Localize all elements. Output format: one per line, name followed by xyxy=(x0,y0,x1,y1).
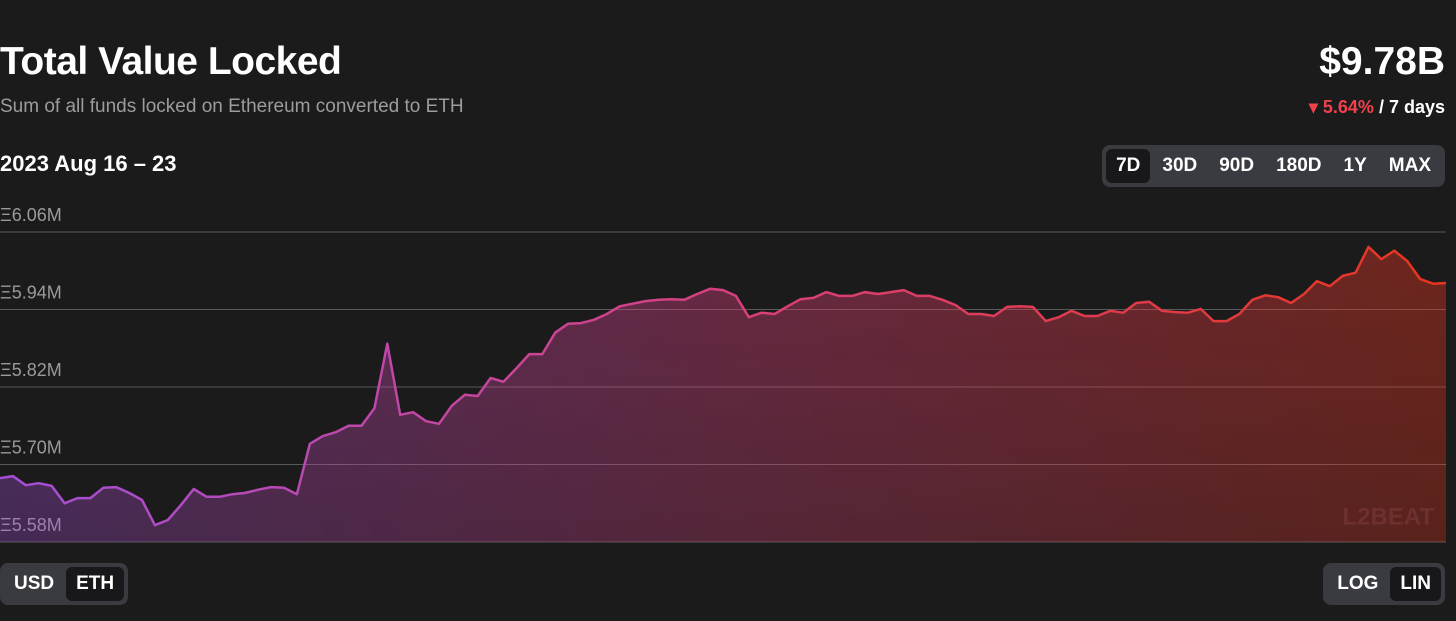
date-range: 2023 Aug 16 – 23 xyxy=(0,151,177,176)
scale-selector: LOG LIN xyxy=(1323,563,1445,605)
y-tick-label: Ξ5.94M xyxy=(0,282,62,302)
total-value: $9.78B xyxy=(1319,40,1445,83)
toggle-button[interactable]: 180D xyxy=(1276,155,1322,176)
toggle-button[interactable]: USD xyxy=(14,573,55,594)
toggle-button[interactable]: 30D xyxy=(1162,155,1198,176)
y-tick-label: Ξ5.82M xyxy=(0,360,62,380)
watermark: L2BEAT xyxy=(1342,503,1434,530)
change-icon: ▾ xyxy=(1308,97,1323,117)
toggle-button[interactable]: MAX xyxy=(1388,155,1431,176)
line xyxy=(0,245,1447,527)
subtitle: Sum of all funds locked on Ethereum conv… xyxy=(0,96,464,117)
range-selector: 7D 30D 90D 180D 1Y MAX xyxy=(1102,145,1445,187)
toggle-button[interactable]: 90D xyxy=(1219,155,1255,176)
toggle-button[interactable]: LIN xyxy=(1390,567,1441,601)
change-percent: 5.64% xyxy=(1322,97,1374,117)
area-fill xyxy=(0,246,1446,542)
title: Total Value Locked xyxy=(0,40,342,83)
toggle-button[interactable]: 7D xyxy=(1106,149,1151,183)
toggle-button[interactable]: 1Y xyxy=(1343,155,1367,176)
change: ▾ 5.64% / 7 days xyxy=(1309,97,1445,118)
toggle-button[interactable]: LOG xyxy=(1337,573,1379,594)
toggle-button[interactable]: ETH xyxy=(66,567,125,601)
unit-selector: USD ETH xyxy=(0,563,129,605)
y-tick-label: Ξ5.70M xyxy=(0,437,62,457)
y-tick-label: Ξ6.06M xyxy=(0,205,62,225)
period: / 7 days xyxy=(1378,97,1445,117)
